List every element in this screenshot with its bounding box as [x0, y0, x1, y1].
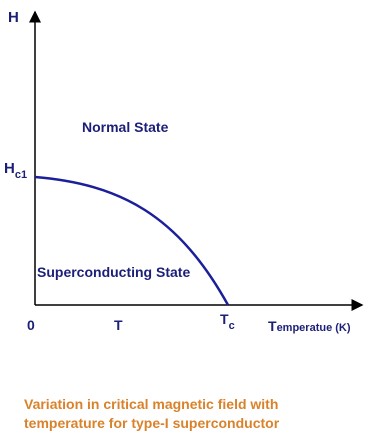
caption-line: temperature for type-I superconductor: [24, 415, 280, 431]
hc1-sub: c1: [14, 169, 28, 181]
caption-line: Variation in critical magnetic field wit…: [24, 396, 279, 412]
normal-state-label: Normal State: [82, 119, 169, 135]
tc-main: T: [220, 311, 229, 327]
superconducting-state-label: Superconducting State: [37, 264, 191, 280]
t-label: T: [114, 317, 123, 333]
y-axis-label: H: [8, 9, 19, 26]
tc-label: Tc: [220, 311, 235, 332]
origin-label: 0: [27, 317, 35, 333]
hc1-main: H: [4, 160, 15, 177]
tc-sub: c: [228, 320, 235, 332]
critical-field-curve: [34, 175, 230, 306]
x-axis-label: Temperatue (K): [268, 318, 351, 334]
hc1-label: Hc1: [4, 160, 27, 181]
